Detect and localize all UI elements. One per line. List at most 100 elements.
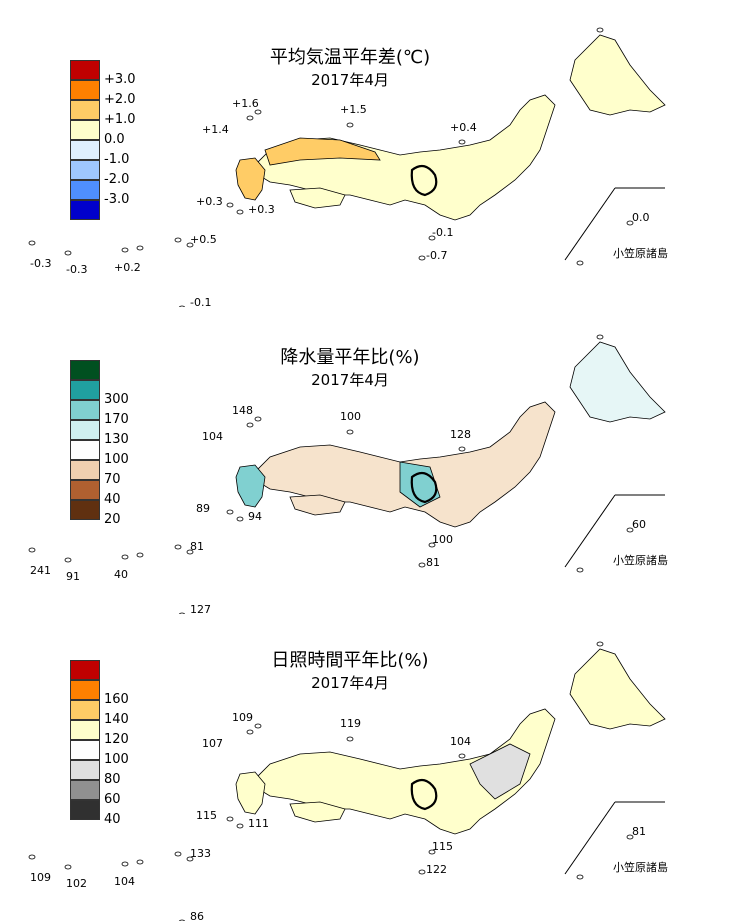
legend-swatch (70, 700, 100, 720)
ogasawara-label: 小笠原諸島 (613, 554, 668, 567)
island (596, 27, 604, 33)
island (418, 255, 426, 261)
legend-label: 20 (104, 512, 121, 527)
station-value-chichijima: 122 (426, 863, 447, 876)
station-value-amami: 94 (248, 510, 262, 523)
island (28, 854, 36, 860)
island (186, 242, 194, 248)
inset-border (564, 801, 616, 875)
island (246, 729, 254, 735)
station-value-miyako: -0.3 (30, 257, 52, 270)
station-value-daito: -0.1 (190, 296, 212, 309)
island (186, 549, 194, 555)
station-value-kyushu_north: 104 (202, 430, 223, 443)
station-value-okinawa: +0.5 (190, 233, 217, 246)
island (576, 567, 584, 573)
legend-swatch (70, 120, 100, 140)
island (136, 245, 144, 251)
legend-swatch (70, 140, 100, 160)
station-value-oki: 148 (232, 404, 253, 417)
panel-subtitle: 2017年4月 (311, 71, 389, 89)
temperature-panel: 平均気温平年差(℃) 2017年4月 +3.0 +2.0 +1.0 0.0 -1.0 -2… (0, 0, 750, 309)
legend-label: +1.0 (104, 112, 136, 127)
panel-subtitle: 2017年4月 (311, 674, 389, 692)
anomaly-region (399, 461, 441, 508)
legend-swatch (70, 480, 100, 500)
island (28, 547, 36, 553)
legend-label: 70 (104, 472, 121, 487)
station-value-yakushima: 89 (196, 502, 210, 515)
shikoku-region (289, 801, 346, 823)
station-value-oki: +1.6 (232, 97, 259, 110)
station-value-yaeyama: -0.3 (66, 263, 88, 276)
island (246, 422, 254, 428)
contour-line (410, 778, 438, 811)
contour-line (410, 164, 438, 197)
island (178, 612, 186, 614)
island (121, 554, 129, 560)
legend-swatch (70, 200, 100, 220)
station-value-okinawa: 133 (190, 847, 211, 860)
island (121, 861, 129, 867)
legend-label: 140 (104, 712, 129, 727)
legend-swatch (70, 780, 100, 800)
panel-subtitle: 2017年4月 (311, 371, 389, 389)
station-value-kyushu_north: 107 (202, 737, 223, 750)
station-value-oki: 109 (232, 711, 253, 724)
legend-label: -2.0 (104, 172, 130, 187)
legend-swatch (70, 440, 100, 460)
kyushu-region (235, 157, 266, 201)
legend-swatch (70, 720, 100, 740)
japan-map (28, 641, 666, 921)
station-value-sado: +1.5 (340, 103, 367, 116)
island (626, 527, 634, 533)
island (254, 416, 262, 422)
shikoku-region (289, 494, 346, 516)
station-value-amami: +0.3 (248, 203, 275, 216)
legend-swatch (70, 400, 100, 420)
island (246, 115, 254, 121)
legend-swatch (70, 460, 100, 480)
station-value-miyako: 109 (30, 871, 51, 884)
honshu-region (249, 94, 556, 221)
legend-swatch (70, 360, 100, 380)
sunshine-panel: 日照時間平年比(%) 2017年4月 160 140 120 100 80 60 40 10… (0, 614, 750, 923)
island (236, 823, 244, 829)
island (136, 552, 144, 558)
island (186, 856, 194, 862)
legend-swatch (70, 760, 100, 780)
island (28, 240, 36, 246)
station-value-naha: +0.2 (114, 261, 141, 274)
legend-swatch (70, 80, 100, 100)
station-value-daito: 86 (190, 910, 204, 923)
legend-label: +2.0 (104, 92, 136, 107)
island (596, 334, 604, 340)
island (64, 864, 72, 870)
island (428, 235, 436, 241)
legend-swatch (70, 100, 100, 120)
island (346, 736, 354, 742)
legend-label: 300 (104, 392, 129, 407)
ogasawara-label: 小笠原諸島 (613, 247, 668, 260)
station-value-ogasawara: 0.0 (632, 211, 650, 224)
station-value-yakushima: 115 (196, 809, 217, 822)
island (174, 544, 182, 550)
shikoku-region (289, 187, 346, 209)
island (626, 220, 634, 226)
legend-label: 40 (104, 492, 121, 507)
kyushu-region (235, 464, 266, 508)
station-value-naha: 104 (114, 875, 135, 888)
island (346, 429, 354, 435)
station-value-hachijo: +0.4 (450, 121, 477, 134)
island (226, 816, 234, 822)
legend-swatch (70, 420, 100, 440)
legend-label: +3.0 (104, 72, 136, 87)
island (236, 209, 244, 215)
island (121, 247, 129, 253)
island (418, 562, 426, 568)
japan-map (28, 27, 666, 307)
station-value-ogasawara: 60 (632, 518, 646, 531)
station-value-hachijo: 104 (450, 735, 471, 748)
island (346, 122, 354, 128)
station-value-amami: 111 (248, 817, 269, 830)
